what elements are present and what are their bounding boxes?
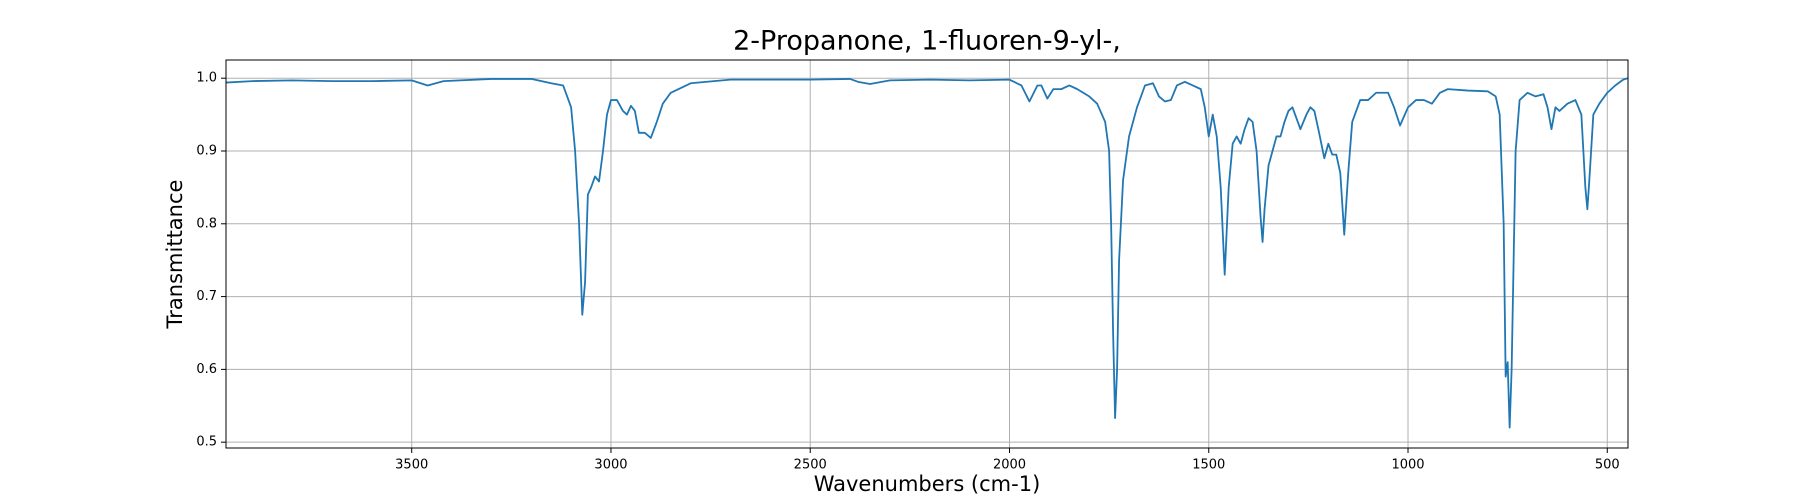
x-tick-label: 500 [1595,458,1620,473]
chart-title: 2-Propanone, 1-fluoren-9-yl-, [733,26,1121,57]
axes-frame [225,59,1629,449]
y-tick-label: 1.0 [196,71,217,86]
x-tick-label: 3000 [594,458,627,473]
spectrum-line [225,77,1629,429]
x-tick-label: 2500 [794,458,827,473]
y-tick-label: 0.9 [196,143,217,158]
y-axis-label: Transmittance [163,180,187,330]
x-tick-label: 1000 [1391,458,1424,473]
x-axis-label: Wavenumbers (cm-1) [814,472,1041,496]
y-tick-label: 0.8 [196,216,217,231]
y-tick-label: 0.7 [196,289,217,304]
x-tick-label: 3500 [395,458,428,473]
x-tick-label: 1500 [1192,458,1225,473]
y-tick-label: 0.6 [196,362,217,377]
y-tick-label: 0.5 [196,435,217,450]
plot-area [225,60,1629,448]
x-tick-label: 2000 [993,458,1026,473]
